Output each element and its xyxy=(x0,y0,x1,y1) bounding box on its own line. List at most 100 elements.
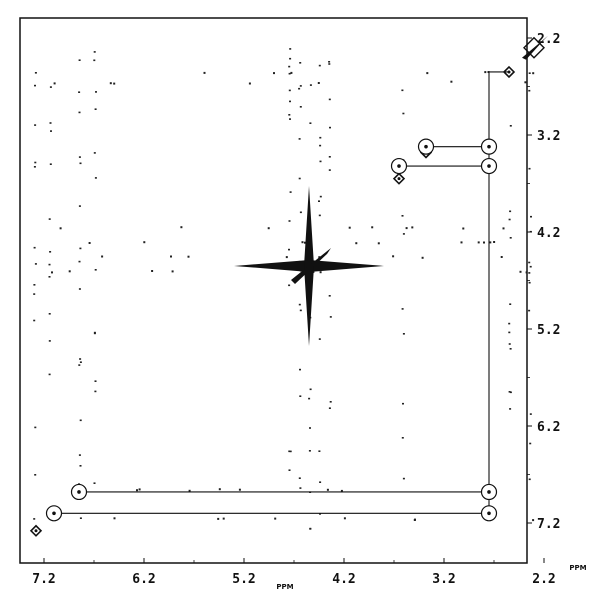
y-tick-label: 5.2 xyxy=(537,323,560,338)
noise-dot xyxy=(289,450,292,453)
noise-dot xyxy=(309,388,312,391)
noise-dot xyxy=(136,489,138,492)
noise-dot xyxy=(298,477,301,479)
noise-dot xyxy=(288,450,291,453)
noise-dot xyxy=(78,205,81,207)
noise-dot xyxy=(509,408,512,410)
y-axis-unit-label: PPM xyxy=(569,564,586,572)
noise-dot xyxy=(273,72,275,75)
noise-dot xyxy=(326,488,329,491)
noise-dot xyxy=(401,437,404,439)
noise-dot xyxy=(405,227,408,230)
noise-dot xyxy=(187,255,190,258)
cross-peak xyxy=(487,144,491,149)
noise-dot xyxy=(78,364,81,366)
noise-dot xyxy=(528,478,531,481)
noise-dot xyxy=(33,518,36,520)
noise-dot xyxy=(138,488,141,491)
noise-dot xyxy=(48,276,51,278)
noise-dot xyxy=(109,82,112,85)
noise-dot xyxy=(33,166,36,168)
noise-dot xyxy=(308,397,311,400)
noise-dot xyxy=(509,348,512,350)
noise-dot xyxy=(401,89,404,92)
noise-dot xyxy=(238,488,241,491)
noise-dot xyxy=(329,401,332,403)
diagonal-peak xyxy=(392,172,406,185)
noise-dot xyxy=(402,233,405,235)
noise-dot xyxy=(329,316,332,318)
noise-dot xyxy=(299,85,302,87)
noise-dot xyxy=(288,469,291,471)
noise-dot xyxy=(318,256,321,259)
noise-dot xyxy=(483,241,485,244)
noise-dot xyxy=(94,380,97,382)
noise-dot xyxy=(355,242,358,245)
noise-dot xyxy=(299,395,302,397)
noise-dot xyxy=(49,163,52,165)
diagonal-peak-center xyxy=(397,177,401,181)
noise-dot xyxy=(59,227,62,230)
noise-dot xyxy=(402,333,405,335)
noise-dot xyxy=(93,331,96,334)
noise-dot xyxy=(319,271,322,274)
y-tick-label: 3.2 xyxy=(537,129,560,144)
noise-dot xyxy=(289,48,292,50)
noise-dot xyxy=(508,322,511,325)
x-tick-label: 5.2 xyxy=(232,572,255,587)
noise-dot xyxy=(508,331,511,334)
diagonal-peak xyxy=(502,65,516,79)
noise-dot xyxy=(377,242,380,245)
noise-dot xyxy=(48,373,51,376)
noise-dot xyxy=(298,87,301,90)
noise-dot xyxy=(426,72,429,75)
noise-dot xyxy=(101,255,104,258)
noise-dot xyxy=(304,241,306,244)
diagonal-peak-center xyxy=(507,70,511,74)
noise-dot xyxy=(529,413,532,415)
noise-dot xyxy=(94,177,97,179)
noise-dot xyxy=(462,227,465,230)
noise-dot xyxy=(509,391,512,394)
noise-dot xyxy=(79,517,82,519)
noise-dot xyxy=(203,71,206,74)
noise-dot xyxy=(308,450,311,452)
diagonal-peak-core xyxy=(291,247,331,284)
plot-frame xyxy=(19,17,528,564)
noise-dot xyxy=(151,270,154,272)
noise-dot xyxy=(50,130,52,132)
noise-dot xyxy=(299,211,302,214)
noise-dot xyxy=(509,125,512,127)
noise-dot xyxy=(288,65,291,68)
peaks xyxy=(29,35,548,537)
noise-dot xyxy=(78,59,81,61)
noise-dot xyxy=(288,72,291,75)
noise-dot xyxy=(318,338,321,340)
noise-dot xyxy=(49,251,52,253)
noise-dot xyxy=(218,488,221,491)
noise-dot xyxy=(309,528,312,530)
noise-dot xyxy=(143,241,146,244)
noise-dot xyxy=(500,256,503,258)
noise-dot xyxy=(528,89,531,92)
noise-dot xyxy=(328,61,331,63)
noise-dot xyxy=(343,517,346,520)
noise-dot xyxy=(309,427,311,429)
noise-dot xyxy=(53,82,56,85)
noise-dot xyxy=(318,64,321,67)
noise-dot xyxy=(525,271,528,274)
noise-dot xyxy=(33,246,36,249)
y-tick-label: 4.2 xyxy=(537,226,560,241)
noise-dot xyxy=(414,518,416,521)
noise-dot xyxy=(51,271,53,274)
noise-dot xyxy=(411,226,414,229)
noise-dot xyxy=(49,86,52,88)
diagonal-peak xyxy=(29,524,43,537)
noise-dot xyxy=(33,293,36,295)
cross-peak xyxy=(52,511,56,516)
noise-dot xyxy=(78,454,81,456)
cross-peak xyxy=(77,490,81,494)
cross-peak xyxy=(397,164,401,168)
axes: 7.2 6.2 5.2 4.2 3.2 2.2 2.2 3.2 4.2 5.2 6.2 7.2 PPM P… xyxy=(32,32,586,591)
noise-dot xyxy=(78,91,81,93)
